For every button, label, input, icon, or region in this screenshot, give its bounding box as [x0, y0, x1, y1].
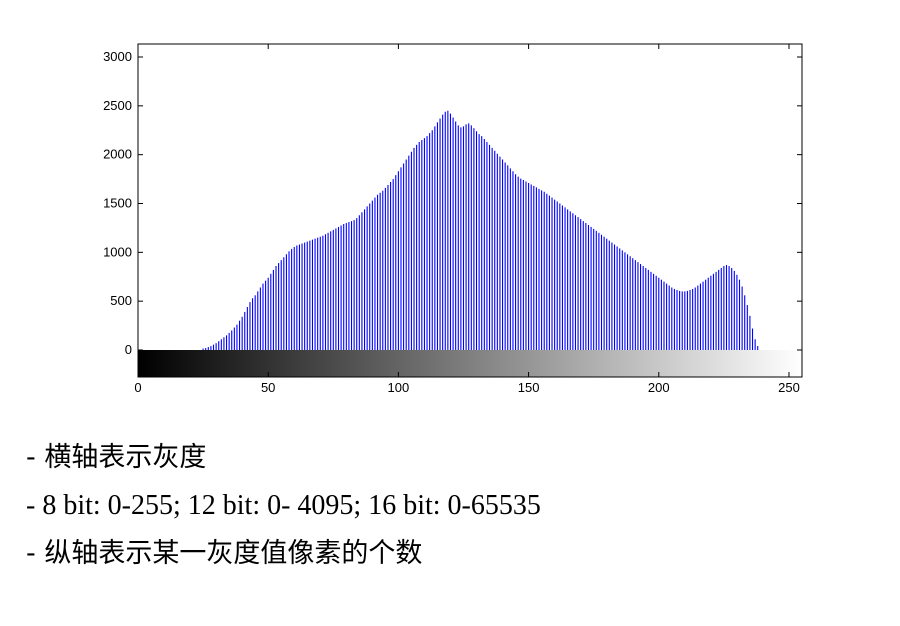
note-x-axis-gray-level: - 横轴表示灰度 [26, 442, 207, 473]
note-y-axis-pixel-count: - 纵轴表示某一灰度值像素的个数 [26, 538, 423, 569]
note-bit-depth-ranges: - 8 bit: 0-255; 12 bit: 0- 4095; 16 bit:… [26, 490, 541, 521]
plot-frame [137, 43, 803, 378]
x-tick-label: 0 [134, 380, 141, 395]
y-tick-label: 3000 [103, 49, 132, 64]
y-axis: 0 500 1000 1500 2000 2500 3000 [103, 49, 802, 357]
x-tick-label: 250 [778, 380, 800, 395]
y-tick-label: 1000 [103, 244, 132, 259]
x-tick-label: 150 [518, 380, 540, 395]
x-tick-label: 100 [388, 380, 410, 395]
histogram-chart: 0 50 100 150 200 250 0 500 1000 1500 2000 2500 3000 [103, 43, 803, 395]
notes-list: - 横轴表示灰度 - 8 bit: 0-255; 12 bit: 0- 4095… [26, 438, 541, 582]
y-tick-label: 2500 [103, 98, 132, 113]
x-tick-label: 50 [261, 380, 275, 395]
x-axis: 0 50 100 150 200 250 [134, 44, 800, 395]
y-tick-label: 0 [125, 342, 132, 357]
x-tick-label: 200 [648, 380, 670, 395]
y-tick-label: 500 [110, 293, 132, 308]
y-tick-label: 1500 [103, 196, 132, 211]
histogram-bars [202, 110, 759, 350]
grayscale-colorbar [138, 350, 802, 377]
y-tick-label: 2000 [103, 147, 132, 162]
